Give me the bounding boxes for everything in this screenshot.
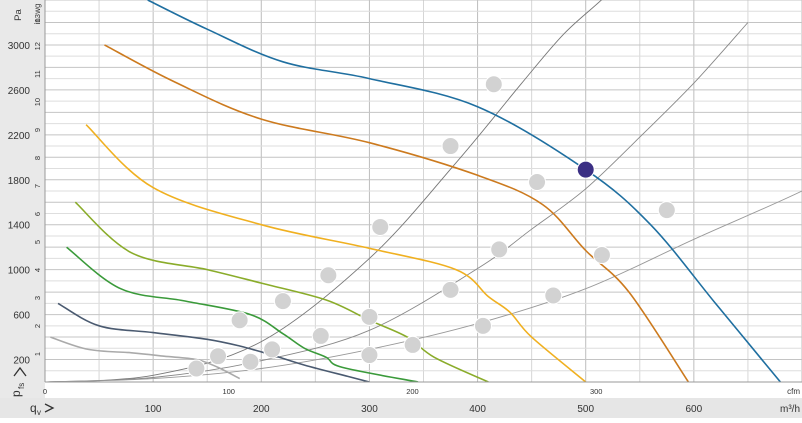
y-tick-label-inwg: 1: [33, 352, 42, 356]
y-tick-label-pa: 2600: [8, 86, 31, 97]
x-axis-arrow-icon: [44, 403, 55, 413]
operating-point: [360, 307, 379, 326]
highlighted-operating-point: [576, 160, 595, 179]
operating-point: [490, 240, 509, 259]
operating-point: [311, 326, 330, 345]
y-variable-symbol: p: [9, 390, 23, 397]
y-tick-label-inwg: 7: [33, 184, 42, 188]
y-tick-label-inwg: 11: [33, 70, 42, 78]
operating-point: [241, 352, 260, 371]
y-tick-label-inwg: 12: [33, 42, 42, 50]
fan-curve-3: [85, 124, 587, 382]
y-tick-label-pa: 1000: [8, 266, 31, 277]
y-tick-label-pa: 200: [13, 356, 30, 367]
operating-point: [263, 340, 282, 359]
y-tick-label-pa: 2200: [8, 131, 31, 142]
operating-point: [441, 137, 460, 156]
y-axis-arrow-icon: [13, 366, 27, 377]
grid: [45, 0, 802, 382]
y-tick-label-inwg: 13: [33, 14, 42, 22]
x-axis-label-cfm: cfm: [787, 387, 800, 396]
fan-curve-2: [104, 44, 690, 382]
system-curve-1: [45, 0, 603, 382]
y-tick-label-inwg: 5: [33, 240, 42, 244]
fan-curve-5: [66, 246, 419, 382]
x-tick-label-m3h: 500: [577, 404, 594, 415]
left-axis-band: [0, 0, 45, 398]
operating-point: [187, 359, 206, 378]
y-tick-label-inwg: 9: [33, 128, 42, 132]
x-tick-label-cfm: 100: [222, 387, 235, 396]
y-tick-label-inwg: 8: [33, 156, 42, 160]
x-axis-label-m3h: m³/h: [780, 404, 800, 415]
y-tick-label-pa: 1800: [8, 176, 31, 187]
x-tick-label-m3h: 100: [145, 404, 162, 415]
x-tick-label-cfm: 0: [43, 387, 47, 396]
operating-point: [441, 280, 460, 299]
operating-point: [273, 292, 292, 311]
y-tick-label-inwg: 10: [33, 98, 42, 106]
y-axis-label-pa: Pa: [13, 8, 24, 20]
x-tick-label-m3h: 200: [253, 404, 270, 415]
operating-point: [209, 347, 228, 366]
operating-point: [592, 246, 611, 265]
fan-curve-1: [147, 0, 782, 382]
x-tick-label-cfm: 300: [590, 387, 603, 396]
y-tick-label-pa: 1400: [8, 221, 31, 232]
y-tick-label-inwg: 6: [33, 212, 42, 216]
operating-point: [319, 266, 338, 285]
x-tick-label-cfm: 200: [406, 387, 419, 396]
x-variable-subscript: v: [37, 408, 41, 417]
x-variable-symbol: q: [30, 401, 37, 415]
fan-curve-4: [74, 201, 489, 382]
y-tick-label-pa: 3000: [8, 41, 31, 52]
y-variable-subscript: fs: [17, 383, 26, 389]
operating-point: [230, 311, 249, 330]
operating-point: [484, 75, 503, 94]
y-tick-label-pa: 600: [13, 311, 30, 322]
x-tick-label-m3h: 600: [686, 404, 703, 415]
y-tick-label-inwg: 2: [33, 324, 42, 328]
operating-point: [371, 217, 390, 236]
y-tick-label-inwg: 3: [33, 296, 42, 300]
operating-point: [657, 201, 676, 220]
operating-point: [544, 286, 563, 305]
y-tick-label-inwg: 4: [33, 268, 42, 272]
operating-point: [403, 335, 422, 354]
operating-point: [528, 173, 547, 192]
operating-point: [473, 316, 492, 335]
y-axis-label-inwg: in. wg: [33, 4, 42, 25]
bottom-axis-band: [0, 398, 802, 418]
fan-curve-7: [50, 336, 241, 380]
operating-point: [360, 346, 379, 365]
x-tick-label-m3h: 300: [361, 404, 378, 415]
fan-curve-6: [57, 302, 370, 382]
x-tick-label-m3h: 400: [469, 404, 486, 415]
